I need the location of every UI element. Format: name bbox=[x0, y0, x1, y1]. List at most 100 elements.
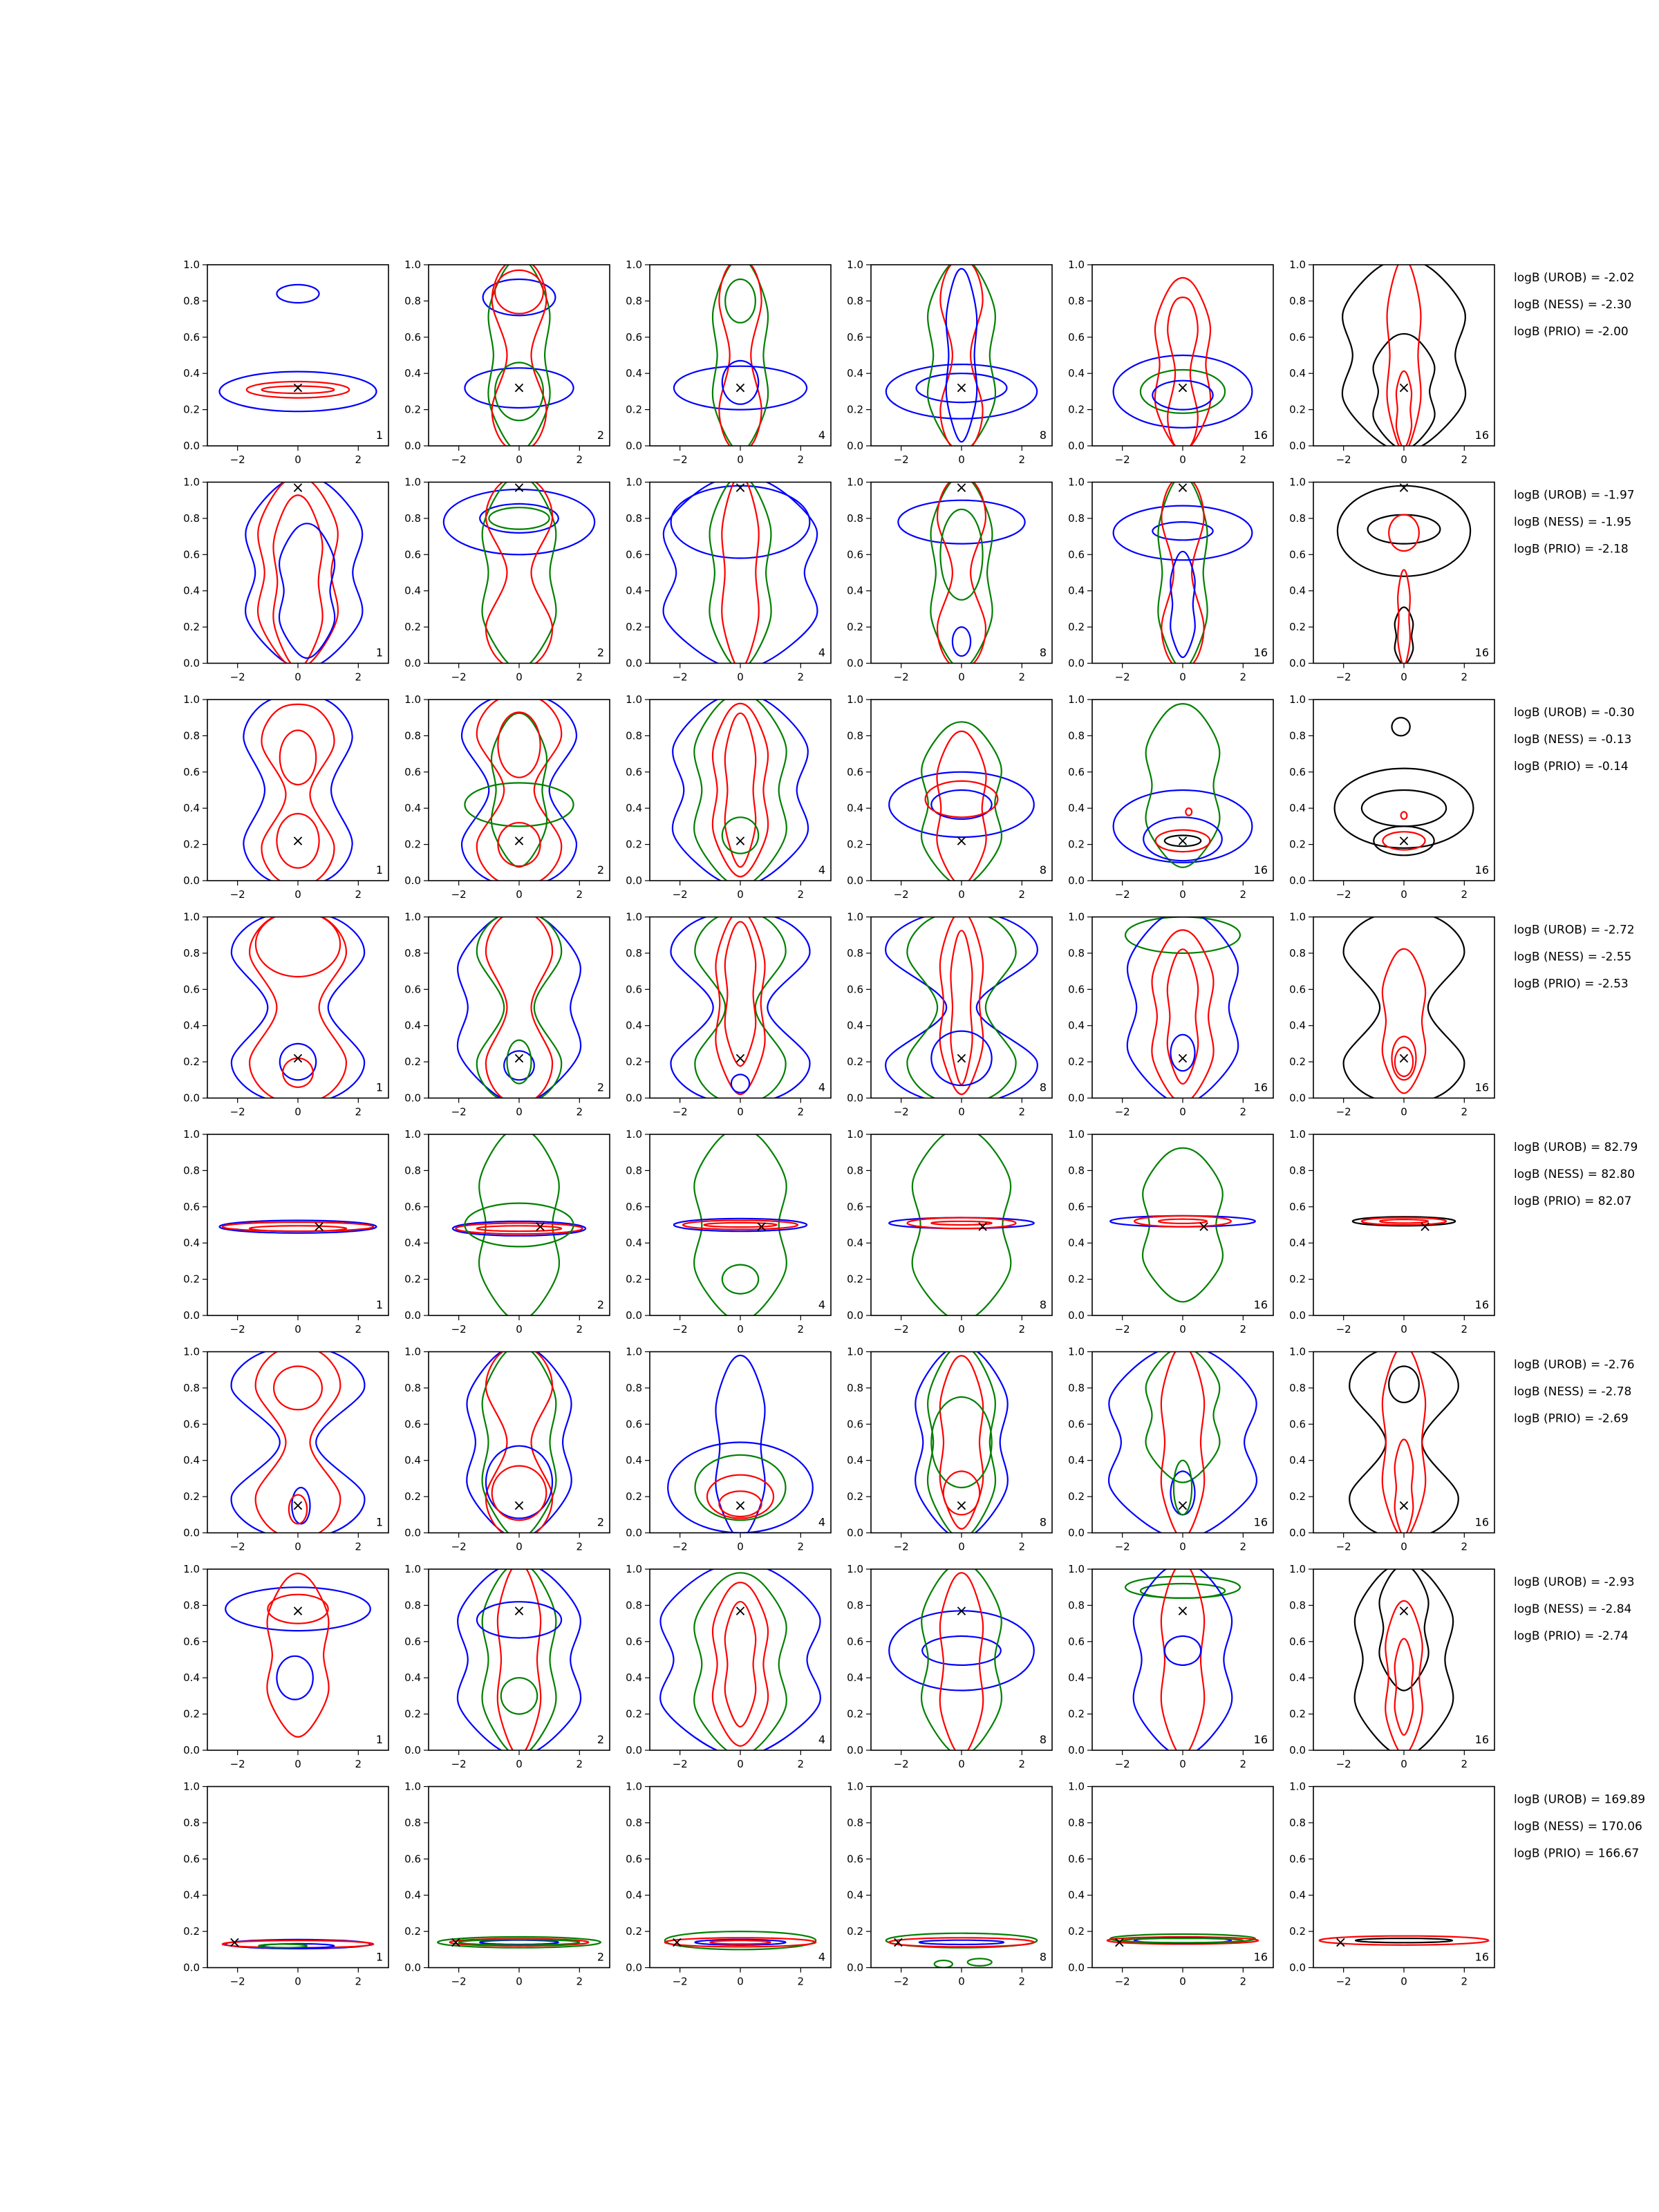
contour-line bbox=[279, 729, 317, 786]
contour-line bbox=[1382, 831, 1426, 851]
y-tick-label: 0.0 bbox=[1068, 1962, 1085, 1974]
contour-line bbox=[930, 1030, 993, 1087]
contour-group: × bbox=[888, 721, 1035, 881]
y-tick-label: 0.0 bbox=[847, 440, 863, 452]
y-tick-label: 0.0 bbox=[183, 1962, 200, 1974]
contour-line bbox=[715, 1354, 766, 1533]
y-tick-label: 1.0 bbox=[404, 259, 421, 271]
panel-r8-c1: × −2 0 2 0.0 0.2 0.4 0.6 0.8 1.0 1 bbox=[183, 1781, 389, 1988]
x-tick-label: −2 bbox=[673, 1541, 688, 1553]
y-tick-label: 0.8 bbox=[404, 1164, 421, 1177]
x-tick-label: 2 bbox=[1019, 1106, 1026, 1118]
y-tick-label: 0.0 bbox=[404, 1962, 421, 1974]
x-tick-label: 2 bbox=[798, 453, 805, 466]
logb-annotation: logB (UROB) = 169.89 bbox=[1514, 1793, 1645, 1807]
y-tick-label: 0.8 bbox=[1068, 729, 1085, 742]
contour-line bbox=[1151, 929, 1215, 1098]
true-value-marker: × bbox=[734, 1497, 747, 1515]
y-tick-label: 0.6 bbox=[1289, 1201, 1306, 1213]
y-tick-label: 0.8 bbox=[1289, 729, 1306, 742]
x-tick-label: 0 bbox=[1179, 1541, 1186, 1553]
x-tick-label: 2 bbox=[355, 1976, 362, 1988]
y-tick-label: 0.2 bbox=[183, 1925, 200, 1938]
x-tick-label: 0 bbox=[516, 1541, 523, 1553]
axes-frame bbox=[1313, 916, 1495, 1099]
contour-line bbox=[1106, 1936, 1259, 1945]
x-tick-label: 0 bbox=[294, 1976, 301, 1988]
panel-r4-c1: × −2 0 2 0.0 0.2 0.4 0.6 0.8 1.0 1 bbox=[183, 911, 389, 1118]
y-tick-label: 0.8 bbox=[1289, 1164, 1306, 1177]
contour-line bbox=[885, 917, 1038, 1098]
y-tick-label: 0.8 bbox=[626, 1164, 642, 1177]
x-tick-label: 0 bbox=[516, 1323, 523, 1335]
panel-sample-label: 16 bbox=[1475, 1081, 1489, 1094]
contour-line bbox=[230, 917, 366, 1098]
contour-group: × bbox=[1336, 482, 1472, 664]
panel-sample-label: 4 bbox=[818, 429, 825, 442]
contour-line bbox=[921, 1635, 1002, 1667]
y-tick-label: 0.6 bbox=[1068, 1635, 1085, 1648]
x-tick-label: 0 bbox=[516, 1976, 523, 1988]
logb-annotation: logB (UROB) = -1.97 bbox=[1514, 489, 1635, 503]
contour-line bbox=[915, 1351, 1009, 1533]
contour-group: × bbox=[1351, 1216, 1456, 1236]
logb-annotation: logB (NESS) = -2.78 bbox=[1514, 1385, 1631, 1399]
y-tick-label: 1.0 bbox=[1068, 1563, 1085, 1575]
panel-sample-label: 1 bbox=[376, 1298, 383, 1311]
axes-frame bbox=[207, 916, 389, 1099]
x-tick-label: −2 bbox=[673, 1758, 688, 1770]
panel-r3-c3: × −2 0 2 0.0 0.2 0.4 0.6 0.8 1.0 4 bbox=[626, 693, 832, 901]
y-tick-label: 0.0 bbox=[626, 1962, 642, 1974]
x-tick-label: 0 bbox=[1179, 888, 1186, 901]
y-tick-label: 1.0 bbox=[404, 476, 421, 489]
panel-r6-c1: × −2 0 2 0.0 0.2 0.4 0.6 0.8 1.0 1 bbox=[183, 1346, 389, 1553]
contour-group: × bbox=[888, 1134, 1035, 1315]
y-tick-label: 0.8 bbox=[626, 294, 642, 307]
true-value-marker: × bbox=[228, 1934, 241, 1951]
y-tick-label: 0.8 bbox=[1068, 947, 1085, 959]
contour-line bbox=[464, 782, 574, 827]
panel-sample-label: 16 bbox=[1254, 1951, 1268, 1964]
contour-line bbox=[1124, 917, 1241, 955]
contour-line bbox=[724, 712, 757, 868]
y-tick-label: 0.8 bbox=[626, 1599, 642, 1611]
y-tick-label: 0.4 bbox=[183, 1454, 200, 1467]
true-value-marker: × bbox=[955, 1497, 968, 1515]
x-tick-label: −2 bbox=[1115, 1758, 1130, 1770]
x-tick-label: 2 bbox=[355, 1323, 362, 1335]
y-tick-label: 0.4 bbox=[626, 1671, 642, 1684]
contour-line bbox=[888, 1937, 1035, 1948]
true-value-marker: × bbox=[513, 479, 525, 496]
y-tick-label: 0.6 bbox=[183, 1201, 200, 1213]
panel-sample-label: 1 bbox=[376, 1081, 383, 1094]
contour-group: × bbox=[671, 700, 809, 881]
x-tick-label: −2 bbox=[1115, 1541, 1130, 1553]
y-tick-label: 0.0 bbox=[626, 1092, 642, 1105]
y-tick-label: 0.8 bbox=[847, 512, 863, 525]
contour-line bbox=[1108, 1351, 1257, 1533]
y-tick-label: 0.8 bbox=[1068, 1817, 1085, 1829]
contour-line bbox=[936, 730, 987, 881]
y-tick-label: 0.4 bbox=[1068, 1454, 1085, 1467]
contour-line bbox=[272, 1365, 324, 1411]
y-tick-label: 0.0 bbox=[1068, 657, 1085, 670]
panel-sample-label: 16 bbox=[1254, 1516, 1268, 1529]
panel-sample-label: 8 bbox=[1040, 1516, 1047, 1529]
y-tick-label: 0.4 bbox=[847, 802, 863, 814]
y-tick-label: 0.2 bbox=[404, 1490, 421, 1503]
y-tick-label: 0.6 bbox=[183, 548, 200, 561]
x-tick-label: 2 bbox=[1240, 453, 1247, 466]
x-tick-label: −2 bbox=[1336, 1106, 1351, 1118]
y-tick-label: 0.6 bbox=[1068, 766, 1085, 778]
x-tick-label: 0 bbox=[958, 1976, 965, 1988]
true-value-marker: × bbox=[292, 832, 304, 850]
y-tick-label: 0.2 bbox=[626, 404, 642, 416]
contour-line bbox=[933, 1959, 954, 1968]
panel-r1-c5: × −2 0 2 0.0 0.2 0.4 0.6 0.8 1.0 16 bbox=[1068, 259, 1274, 466]
y-tick-label: 0.2 bbox=[1289, 1056, 1306, 1068]
x-tick-label: −2 bbox=[451, 1106, 467, 1118]
y-tick-label: 1.0 bbox=[183, 1781, 200, 1793]
contour-line bbox=[1170, 1033, 1196, 1072]
y-tick-label: 0.6 bbox=[847, 983, 863, 995]
x-tick-label: −2 bbox=[451, 1323, 467, 1335]
